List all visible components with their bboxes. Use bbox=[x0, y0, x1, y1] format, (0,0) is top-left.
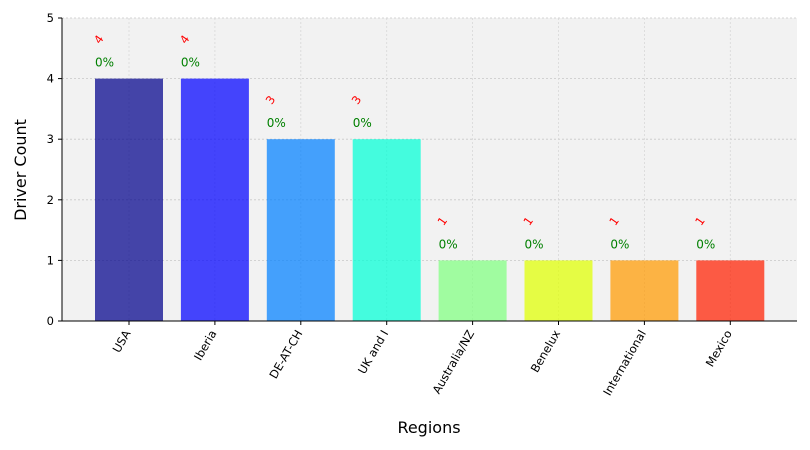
bars bbox=[95, 78, 765, 321]
x-tick-label: International bbox=[600, 328, 649, 399]
bar-percent-label: 0% bbox=[439, 237, 458, 251]
bar bbox=[266, 139, 335, 321]
bar-percent-label: 0% bbox=[181, 56, 200, 70]
x-tick-label: Iberia bbox=[191, 328, 219, 363]
y-tick-label: 4 bbox=[47, 72, 54, 86]
bar-percent-label: 0% bbox=[525, 237, 544, 251]
x-tick-label: DE-AT-CH bbox=[266, 328, 305, 382]
x-tick-label: Mexico bbox=[703, 328, 735, 370]
y-axis-ticks: 0 1 2 3 4 5 bbox=[47, 11, 62, 328]
bar-percent-label: 0% bbox=[267, 116, 286, 130]
x-axis-title: Regions bbox=[397, 418, 460, 437]
bar-percent-label: 0% bbox=[610, 237, 629, 251]
y-tick-label: 5 bbox=[47, 11, 54, 25]
plot-area bbox=[62, 18, 797, 321]
bar bbox=[352, 139, 421, 321]
bar bbox=[180, 78, 249, 321]
x-tick-label: USA bbox=[110, 327, 134, 355]
bar-percent-label: 0% bbox=[353, 116, 372, 130]
bar bbox=[696, 260, 765, 321]
y-axis-title: Driver Count bbox=[11, 119, 30, 221]
x-tick-label: Benelux bbox=[528, 327, 564, 375]
bar bbox=[610, 260, 679, 321]
x-tick-label: UK and I bbox=[355, 328, 391, 377]
y-tick-label: 3 bbox=[47, 132, 54, 146]
bar-percent-label: 0% bbox=[696, 237, 715, 251]
x-axis-ticks: USA Iberia DE-AT-CH UK and I Australia/NZ Ben… bbox=[110, 321, 735, 398]
y-tick-label: 0 bbox=[47, 314, 54, 328]
bar bbox=[95, 78, 163, 321]
y-tick-label: 1 bbox=[47, 253, 54, 267]
x-tick-label: Australia/NZ bbox=[429, 327, 477, 396]
bar bbox=[438, 260, 507, 321]
y-tick-label: 2 bbox=[47, 193, 54, 207]
bar-percent-label: 0% bbox=[95, 56, 114, 70]
bar bbox=[524, 260, 593, 321]
